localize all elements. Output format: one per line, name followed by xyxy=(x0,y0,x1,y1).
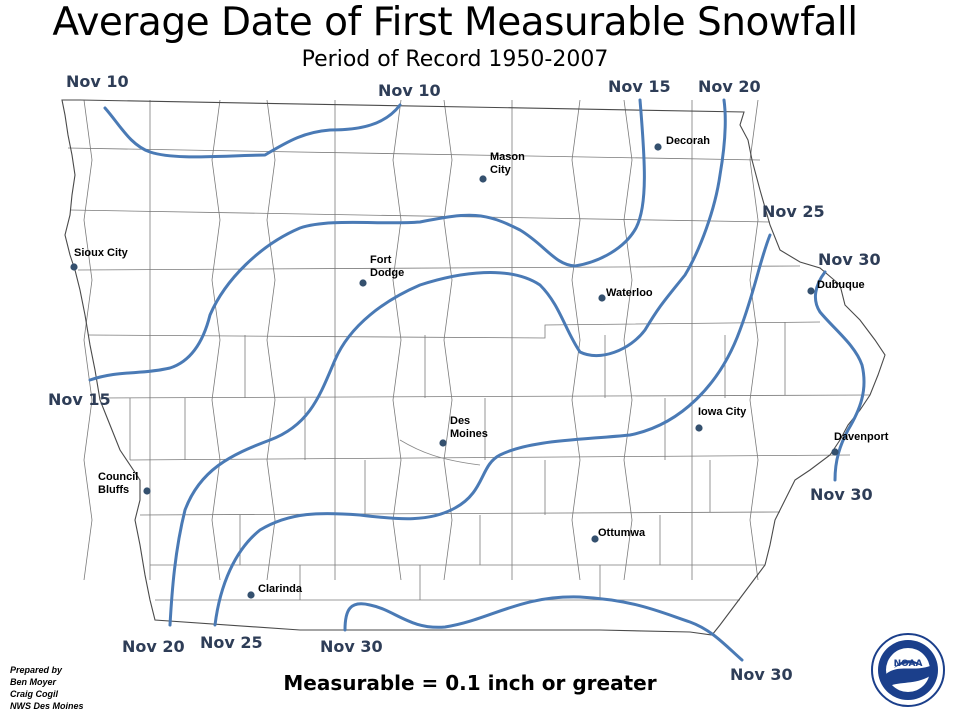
isoline-label: Nov 10 xyxy=(378,81,441,100)
noaa-logo: NOAA xyxy=(871,633,945,707)
county-border xyxy=(749,99,759,581)
isoline-nov25 xyxy=(213,233,772,627)
city-dot xyxy=(654,143,662,151)
isoline-nov30-east xyxy=(813,270,866,482)
city-label: Clarinda xyxy=(258,583,303,595)
city-dot xyxy=(591,535,599,543)
page-title: Average Date of First Measurable Snowfal… xyxy=(52,0,858,45)
isoline-label: Nov 20 xyxy=(122,637,185,656)
city-label: Iowa City xyxy=(698,406,747,418)
isoline-label: Nov 30 xyxy=(810,485,873,504)
isoline-labels: Nov 10 Nov 10 Nov 15 Nov 20 Nov 25 Nov 30 Nov … xyxy=(48,72,881,684)
credits-line: Craig Cogil xyxy=(10,689,59,699)
city-label: Decorah xyxy=(666,135,710,147)
county-border xyxy=(266,99,276,581)
city-marker: Waterloo xyxy=(598,287,653,302)
isoline-nov15 xyxy=(88,98,646,382)
isoline-label: Nov 25 xyxy=(200,633,263,652)
isoline-label: Nov 15 xyxy=(608,77,671,96)
county-border xyxy=(139,511,781,516)
isoline-label: Nov 15 xyxy=(48,390,111,409)
city-dot xyxy=(143,487,151,495)
isoline-label: Nov 25 xyxy=(762,202,825,221)
city-dot xyxy=(439,439,447,447)
isoline-nov20 xyxy=(168,98,727,627)
city-marker: Fort Dodge xyxy=(359,254,404,287)
isoline-label: Nov 30 xyxy=(818,250,881,269)
city-dot xyxy=(247,591,255,599)
city-dot xyxy=(70,263,78,271)
city-marker: Dubuque xyxy=(807,279,865,295)
city-dot xyxy=(359,279,367,287)
county-border xyxy=(129,454,851,461)
city-marker: Mason City xyxy=(479,151,525,183)
city-marker: Decorah xyxy=(654,135,710,151)
city-marker: Des Moines xyxy=(439,415,488,447)
city-label: Dubuque xyxy=(817,279,865,291)
county-border xyxy=(623,99,633,581)
county-border xyxy=(83,99,93,581)
credits-line: Prepared by xyxy=(10,665,63,675)
city-label: Davenport xyxy=(834,431,889,443)
isoline-nov30-south xyxy=(343,595,744,662)
isoline-label: Nov 30 xyxy=(320,637,383,656)
county-border xyxy=(392,99,402,581)
credits-line: NWS Des Moines xyxy=(10,701,84,711)
county-border xyxy=(211,99,221,581)
city-dot xyxy=(598,294,606,302)
city-label: Mason City xyxy=(490,151,525,176)
credits: Prepared by Ben Moyer Craig Cogil NWS De… xyxy=(10,664,84,712)
city-dot xyxy=(695,424,703,432)
county-grid xyxy=(67,99,871,601)
measurable-note: Measurable = 0.1 inch or greater xyxy=(283,671,657,695)
city-dot xyxy=(479,175,487,183)
city-marker: Davenport xyxy=(831,431,889,456)
county-border xyxy=(443,99,453,581)
county-border xyxy=(99,394,871,399)
county-border xyxy=(69,209,771,223)
city-label: Waterloo xyxy=(606,287,653,299)
city-marker: Sioux City xyxy=(70,247,129,271)
city-dot xyxy=(807,287,815,295)
credits-line: Ben Moyer xyxy=(10,677,57,687)
isoline-nov10 xyxy=(103,103,402,159)
page-subtitle: Period of Record 1950-2007 xyxy=(301,47,609,72)
river xyxy=(399,439,481,466)
city-marker: Council Bluffs xyxy=(98,471,151,496)
isoline-label: Nov 10 xyxy=(66,72,129,91)
county-border xyxy=(87,321,821,339)
isoline-label: Nov 20 xyxy=(698,77,761,96)
noaa-logo-text: NOAA xyxy=(894,659,923,669)
city-label: Fort Dodge xyxy=(370,254,404,279)
state-outline xyxy=(61,99,886,636)
city-label: Ottumwa xyxy=(598,527,646,539)
county-border xyxy=(571,99,581,581)
city-label: Des Moines xyxy=(450,415,488,440)
city-label: Sioux City xyxy=(74,247,129,259)
isoline-label: Nov 30 xyxy=(730,665,793,684)
city-label: Council Bluffs xyxy=(98,471,138,496)
isolines xyxy=(88,98,866,662)
city-marker: Clarinda xyxy=(247,583,303,599)
city-layer: Decorah Mason City Sioux City Fort Dodge Water… xyxy=(70,135,889,599)
city-marker: Iowa City xyxy=(695,406,747,432)
city-marker: Ottumwa xyxy=(591,527,646,543)
city-dot xyxy=(831,448,839,456)
county-border xyxy=(77,265,801,271)
